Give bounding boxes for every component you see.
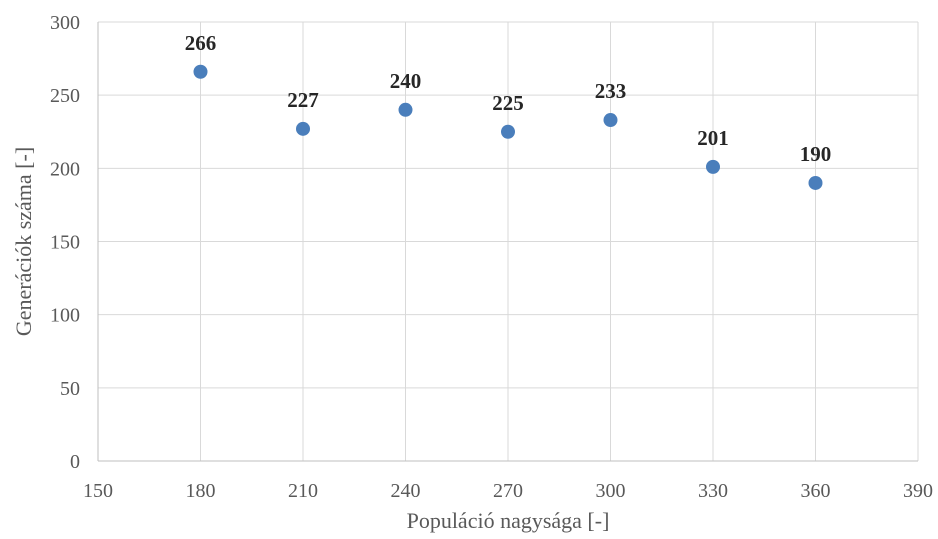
y-tick-label: 300 xyxy=(50,12,80,34)
y-tick-label: 0 xyxy=(70,451,80,473)
data-point xyxy=(193,64,208,79)
data-point xyxy=(808,175,823,190)
grid xyxy=(98,21,919,461)
x-axis-ticks: 150 180 210 240 270 300 330 360 390 xyxy=(83,480,933,502)
x-tick-label: 240 xyxy=(391,480,421,502)
data-label: 240 xyxy=(390,69,422,93)
x-tick-label: 390 xyxy=(903,480,933,502)
axes xyxy=(97,22,918,462)
data-point xyxy=(296,121,310,136)
y-tick-label: 50 xyxy=(60,378,80,400)
data-label: 233 xyxy=(595,79,627,103)
x-tick-label: 270 xyxy=(493,480,523,502)
data-label: 227 xyxy=(287,88,319,112)
x-tick-label: 330 xyxy=(698,480,728,502)
data-point xyxy=(501,124,515,139)
data-label: 225 xyxy=(492,91,524,115)
y-axis-ticks: 0 50 100 150 200 250 300 xyxy=(50,12,80,473)
data-series xyxy=(193,64,823,190)
y-tick-label: 100 xyxy=(50,305,80,327)
y-tick-label: 250 xyxy=(50,85,80,107)
data-label: 201 xyxy=(697,126,729,150)
y-tick-label: 150 xyxy=(50,232,80,254)
x-tick-label: 300 xyxy=(596,480,626,502)
data-point xyxy=(603,113,618,128)
y-tick-label: 200 xyxy=(50,158,80,180)
data-point xyxy=(398,102,413,117)
x-tick-label: 180 xyxy=(186,480,216,502)
data-label: 266 xyxy=(185,31,217,55)
data-label: 190 xyxy=(800,142,832,166)
y-axis-title: Generációk száma [-] xyxy=(11,147,36,336)
x-tick-label: 150 xyxy=(83,480,113,502)
x-tick-label: 210 xyxy=(288,480,318,502)
x-tick-label: 360 xyxy=(801,480,831,502)
data-point xyxy=(706,159,720,174)
data-labels: 266 227 240 225 233 201 190 xyxy=(185,31,832,166)
x-axis-title: Populáció nagysága [-] xyxy=(407,508,610,533)
